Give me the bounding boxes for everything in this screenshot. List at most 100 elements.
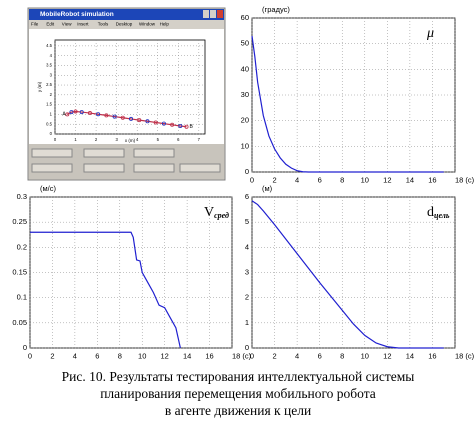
y-tick-label: 0.5 [46,121,52,126]
close-button[interactable] [217,10,223,18]
y-tick-label: 2.5 [46,82,52,87]
menu-item[interactable]: Desktop [116,22,133,27]
x-tick-label: 12 [383,176,391,185]
y-axis-label: (градус) [262,5,290,14]
button[interactable] [31,148,73,158]
annotation-subscript: цель [434,211,450,220]
point-label: A [62,112,66,118]
x-tick-label: 18 (с) [455,352,475,361]
x-tick-label: 4 [136,137,139,142]
y-tick-label: 4 [50,53,53,58]
x-axis-label: x (m) [125,138,136,143]
caption: Рис. 10. Результаты тестирования интелле… [62,369,415,418]
x-tick-label: 16 [428,176,436,185]
annotation: dцель [427,205,450,220]
data-point [73,109,78,114]
x-tick-label: 18 (с) [232,352,252,361]
menu-item[interactable]: View [62,22,72,27]
data-point [184,124,189,129]
x-tick-label: 4 [73,352,77,361]
caption-line: планирования перемещения мобильного робо… [100,386,376,401]
data-point [96,112,101,117]
caption-line: в агенте движения к цели [165,403,311,418]
y-tick-label: 0.1 [17,293,27,302]
x-tick-label: 4 [295,176,299,185]
x-tick-label: 2 [272,352,276,361]
annotation-text: d [427,205,434,220]
button[interactable] [133,148,175,158]
y-tick-label: 5 [245,217,249,226]
annotation-text: V [204,205,214,220]
data-line [67,110,187,128]
y-tick-label: 0 [50,131,53,136]
y-tick-label: 0.25 [12,217,27,226]
y-tick-label: 50 [241,39,249,48]
y-tick-label: 30 [241,90,249,99]
button[interactable] [31,163,73,173]
button[interactable] [83,148,125,158]
y-tick-label: 4 [245,242,249,251]
data-point [69,110,74,115]
menu-bar: File Edit View Insert Tools Desktop Window Help [31,22,169,27]
x-tick-label: 2 [272,176,276,185]
x-tick-label: 5 [157,137,160,142]
menu-item[interactable]: Help [160,22,170,27]
data-point [120,115,125,120]
x-tick-label: 6 [177,137,180,142]
x-tick-label: 12 [160,352,168,361]
window-title: MobileRobot simulation [40,11,114,18]
menu-item[interactable]: Tools [98,22,109,27]
x-tick-label: 8 [340,176,344,185]
button[interactable] [133,163,175,173]
data-line [30,231,181,349]
data-point [129,116,134,121]
x-tick-label: 14 [406,176,414,185]
y-tick-label: 0.3 [17,192,27,201]
data-point [137,118,142,123]
y-tick-label: 0.15 [12,267,27,276]
data-point [65,112,70,117]
x-tick-label: 6 [318,176,322,185]
menu-item[interactable]: Window [139,22,156,27]
y-tick-label: 1.5 [46,102,52,107]
data-point [178,123,183,128]
x-tick-label: 0 [250,352,254,361]
x-tick-label: 0 [250,176,254,185]
y-tick-label: 10 [241,141,249,150]
y-tick-label: 2 [50,92,53,97]
x-tick-label: 14 [406,352,414,361]
y-tick-label: 0 [245,167,249,176]
point-label: B [190,124,194,130]
y-axis-label: y (m) [37,81,42,92]
y-axis-label: (м) [262,184,273,193]
y-tick-label: 1 [245,318,249,327]
minimize-button[interactable] [203,10,209,18]
x-tick-label: 1 [74,137,77,142]
data-point [87,111,92,116]
annotation-subscript: сред [214,211,229,220]
x-tick-label: 14 [183,352,191,361]
x-tick-label: 2 [95,137,98,142]
x-tick-label: 6 [95,352,99,361]
y-tick-label: 0 [23,343,27,352]
x-tick-label: 10 [361,352,369,361]
menu-item[interactable]: File [31,22,39,27]
caption-line: Рис. 10. Результаты тестирования интелле… [62,369,415,384]
button[interactable] [83,163,125,173]
button[interactable] [179,163,221,173]
menu-item[interactable]: Insert [77,22,89,27]
menu-item[interactable]: Edit [46,22,55,27]
x-tick-label: 3 [115,137,118,142]
annotation: μ [426,26,434,41]
x-tick-label: 18 (с) [455,176,475,185]
y-tick-label: 0.2 [17,242,27,251]
annotation: Vсред [204,205,229,220]
maximize-button[interactable] [210,10,216,18]
y-tick-label: 20 [241,116,249,125]
x-tick-label: 16 [428,352,436,361]
data-point [161,121,166,126]
x-tick-label: 2 [50,352,54,361]
annotation-text: μ [426,26,434,41]
data-point [153,120,158,125]
